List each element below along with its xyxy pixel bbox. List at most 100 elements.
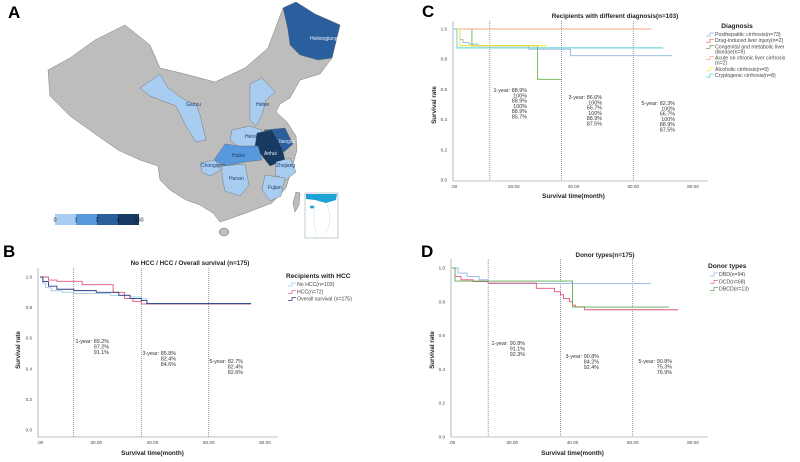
survival-curve-5 [454,28,547,47]
y-tick-label: 0.6 [26,336,33,341]
survival-annotation-3-year: 3-year: 85.8% [142,351,176,357]
survival-annotation-3-year: 87.5% [587,122,602,128]
hainan-island [218,227,230,237]
x-tick-label: .00 [449,440,456,445]
scale-swatch [118,214,139,225]
legend-item-label: No HCC(n=103) [297,282,335,288]
survival-annotation-5-year: 66.7% [660,112,675,118]
legend-label-line: DBD(n=94) [719,272,745,278]
survival-annotation-1-year: 88.9% [512,99,527,105]
survival-annotation-3-year: 88.9% [587,116,602,122]
taiwan-island [292,191,301,213]
x-tick-label: .00 [37,440,44,445]
legend-label-line: DCD(n=68) [719,279,746,285]
legend-item-label: DBCD(n=13) [719,287,749,293]
x-tick-label: .00 [451,184,458,189]
legend-label-line: Posthepatitic cirrhosis(n=73) [715,32,781,38]
province-heilongjiang [282,1,341,61]
survival-annotation-5-year: 5-year: 82.3% [641,101,675,107]
province-gansu [139,73,207,143]
chart-c-diagnosis-survival: Recipients with different diagnosis(n=10… [431,13,786,200]
legend-label-line: Alcoholic cirrhosis(n=9) [715,67,769,73]
survival-annotation-1-year: 1-year: 90.8% [491,341,525,347]
province-hubei [213,143,263,167]
x-tick-label: 40.00 [147,440,159,445]
panel-letter-d: D [421,242,433,261]
province-label-jiangsu: Jiangsu [278,139,295,145]
survival-annotation-3-year: 100% [588,111,602,117]
x-tick-label: 60.00 [628,184,640,189]
y-tick-label: 0.0 [26,428,33,433]
y-tick-label: 0.6 [439,333,446,338]
y-tick-label: 0.8 [26,305,33,310]
y-axis-label: Survival rate [429,331,436,369]
legend-item-label: HCC(n=72) [297,289,324,295]
province-label-gansu: Gansu [186,102,201,108]
survival-annotation-3-year: 92.4% [584,365,599,371]
survival-annotation-5-year: 88.9% [660,122,675,128]
survival-annotation-3-year: 3-year: 86.6% [568,95,602,101]
legend-label-line: disease(n=9) [715,49,745,55]
province-label-hunan: Hunan [229,176,244,182]
province-hebei [249,77,276,127]
x-tick-label: 60.00 [203,440,215,445]
legend-swatch [706,45,714,49]
survival-annotation-1-year: 97.2% [94,345,109,351]
survival-annotation-3-year: 3-year: 90.8% [565,354,599,360]
province-fujian [261,174,286,202]
survival-annotation-1-year: 91.1% [510,347,525,353]
x-tick-label: 20.00 [508,184,520,189]
scale-tick-label: 1 [74,218,77,224]
legend-label-line: Acute on chronic liver cirrhosis [715,56,786,62]
legend-swatch [710,272,718,277]
chart-title: Recipients with different diagnosis(n=10… [552,13,679,20]
legend-swatch [710,287,718,291]
y-tick-label: 1.0 [439,266,446,271]
legend-label-line: Drug-induced liver injury(n=2) [715,38,783,44]
province-label-hubei: Hubei [232,153,245,159]
scale-tick-label: 4 [116,218,119,224]
legend-item-label: Posthepatitic cirrhosis(n=73) [715,32,781,38]
y-tick-label: 0.2 [441,147,448,152]
survival-annotation-5-year: 5-year: 82.7% [209,359,243,365]
survival-annotation-1-year: 85.7% [512,115,527,121]
x-tick-label: 40.00 [568,184,580,189]
survival-annotation-5-year: 75.3% [657,365,672,371]
survival-annotation-5-year: 76.9% [657,370,672,376]
legend-label-line: Congenital and metabolic liver [715,44,785,50]
chart-b-hcc-survival: No HCC / HCC / Overall survival (n=175) 0… [15,260,352,457]
survival-curve-1 [454,28,673,57]
legend-title: Diagnosis [721,23,753,30]
x-tick-label: 80.00 [687,440,699,445]
legend-swatch [706,56,714,60]
survival-annotation-3-year: 84.6% [161,362,176,368]
province-label-fujian: Fujian [268,185,282,191]
survival-annotation-5-year: 100% [661,117,675,123]
y-tick-label: 0.2 [26,397,33,402]
legend-item-label: DBD(n=94) [719,272,745,278]
legend-label-line: HCC(n=72) [297,289,324,295]
legend-title: Recipients with HCC [286,273,351,280]
y-tick-label: 0.0 [441,178,448,183]
legend-item-label: Congenital and metabolic liver disease(n=… [715,44,785,55]
color-scale: 0 1 2 4 150 [53,214,144,225]
y-tick-label: 0.4 [441,117,448,122]
survival-curve-3 [40,276,251,305]
survival-curve-2 [40,276,251,305]
province-hunan [221,163,250,197]
survival-annotation-5-year: 82.4% [228,365,243,371]
y-tick-label: 0.8 [441,57,448,62]
legend-title: Donor types [708,263,747,270]
province-label-heilongjiang: Heilongjiang [310,36,338,42]
y-tick-label: 1.0 [26,275,33,280]
scale-tick-label: 150 [134,218,143,224]
x-tick-label: 60.00 [627,440,639,445]
legend-swatch [288,289,296,294]
y-tick-label: 0.8 [439,299,446,304]
panel-letter-c: C [422,2,434,21]
survival-annotation-1-year: 100% [513,104,527,110]
legend-label-line: DBCD(n=13) [719,287,749,293]
chart-title: No HCC / HCC / Overall survival (n=175) [131,260,250,267]
legend-swatch [288,297,296,301]
scale-swatch [55,214,76,225]
